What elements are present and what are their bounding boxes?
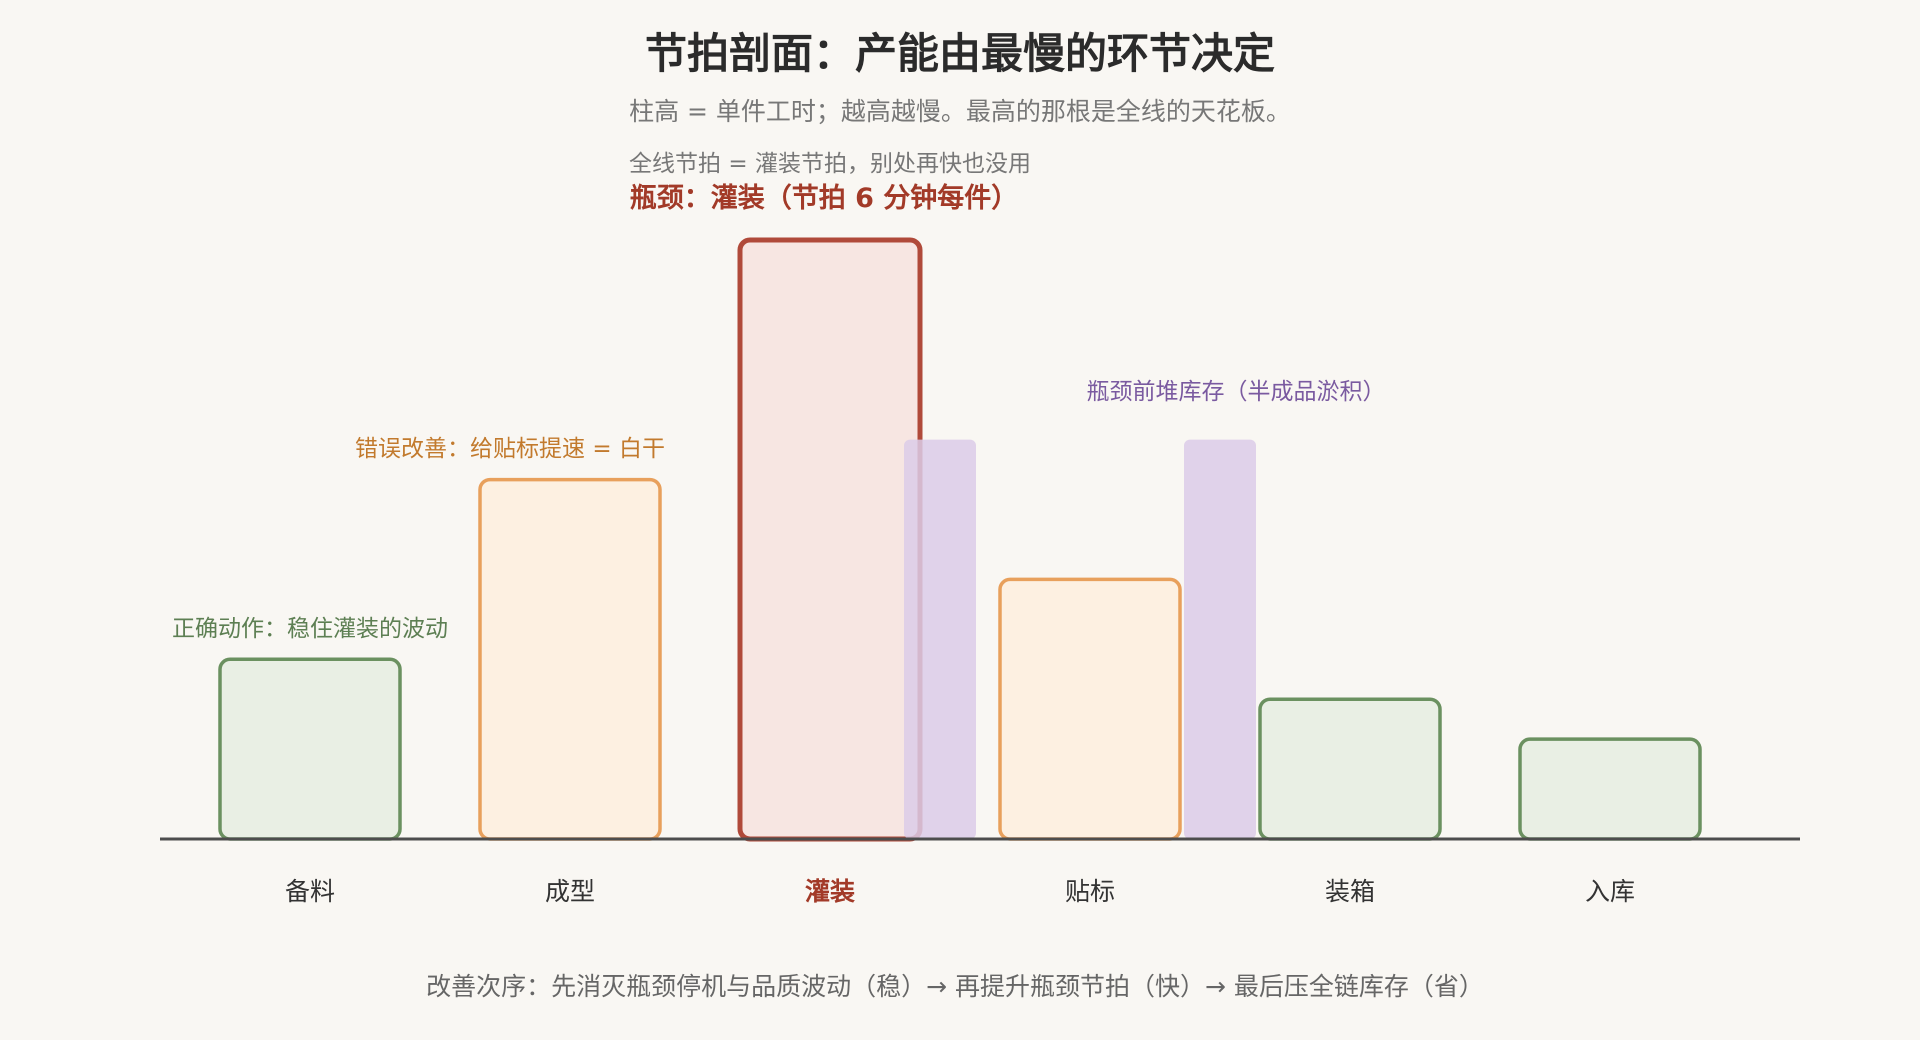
bar-5: [1258, 697, 1442, 841]
category-label-5: 装箱: [1325, 877, 1375, 906]
chart-subtitle: 柱高 = 单件工时；越高越慢。最高的那根是全线的天花板。: [629, 97, 1291, 126]
bar-2: [478, 477, 662, 841]
chart-title: 节拍剖面：产能由最慢的环节决定: [645, 29, 1275, 78]
category-labels: 备料 成型 灌装 贴标 装箱 入库: [285, 877, 1635, 906]
category-label-3: 灌装: [805, 877, 855, 906]
bar-3: [737, 237, 923, 842]
annotation-correct-action: 正确动作：稳住灌装的波动: [172, 616, 448, 642]
category-label-1: 备料: [285, 877, 335, 906]
bar-6: [1518, 737, 1702, 841]
inventory-label: 瓶颈前堆库存（半成品淤积）: [1087, 379, 1386, 405]
footer-note: 改善次序：先消灭瓶颈停机与品质波动（稳）→ 再提升瓶颈节拍（快）→ 最后压全链库…: [426, 972, 1484, 1001]
bars-layer: [218, 237, 1702, 842]
inventory-layer: [904, 439, 1256, 839]
category-label-6: 入库: [1585, 877, 1635, 906]
annotation-bottleneck: 瓶颈：灌装（节拍 6 分钟每件）: [630, 182, 1019, 214]
inventory-band-2: [1184, 439, 1256, 839]
inventory-band-1: [904, 439, 976, 839]
bar-1: [218, 657, 402, 841]
category-label-4: 贴标: [1065, 877, 1115, 906]
bar-4: [998, 577, 1182, 841]
annotation-fill-line: 全线节拍 = 灌装节拍，别处再快也没用: [629, 151, 1031, 177]
category-label-2: 成型: [545, 877, 595, 906]
annotation-wrong-fix: 错误改善：给贴标提速 = 白干: [355, 436, 665, 462]
